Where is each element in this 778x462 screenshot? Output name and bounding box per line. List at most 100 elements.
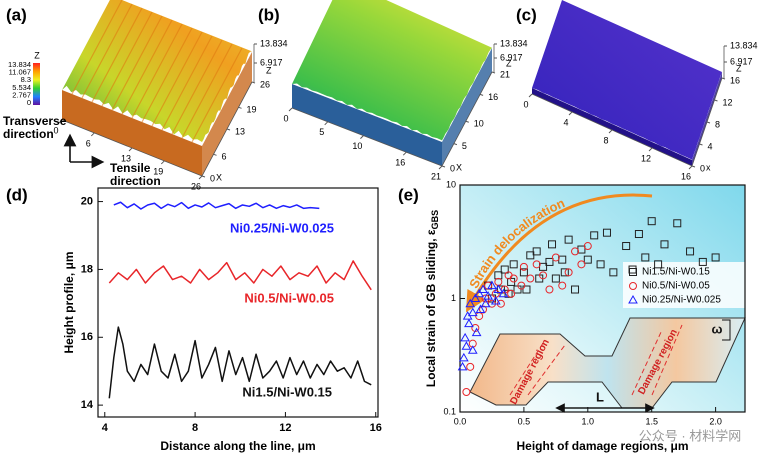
- x-tick-label: 26: [191, 181, 201, 191]
- data-line: [113, 201, 320, 210]
- marker-square: [634, 230, 643, 239]
- surface-ridge: [141, 27, 193, 123]
- marker-square: [519, 268, 528, 277]
- panel-e-decor: [460, 185, 747, 413]
- y-tick: [706, 121, 711, 124]
- panel-a-decor: [33, 63, 105, 169]
- marker-triangle: [464, 318, 474, 328]
- x-tick: [324, 121, 329, 126]
- y-tick-label: 26: [260, 79, 270, 89]
- z-tick-label: 13.834: [730, 40, 758, 50]
- marker-circle: [481, 294, 490, 303]
- y-tick-label: 21: [500, 69, 510, 79]
- y-tick-label: 16: [488, 92, 498, 102]
- marker-square: [545, 257, 554, 266]
- marker-circle: [558, 281, 567, 290]
- y-tick-label: 10: [474, 119, 484, 129]
- legend-square: [629, 268, 637, 276]
- surface-ridge: [81, 3, 133, 99]
- x-tick: [160, 160, 165, 165]
- x-axis-label: X: [216, 172, 222, 182]
- colorbar-label: 5.534: [12, 83, 31, 92]
- series-label: Ni1.5/Ni-W0.15: [242, 384, 332, 399]
- y-axis-label-main: Local strain of GB sliding, ε: [424, 229, 438, 387]
- y-tick: [714, 99, 718, 102]
- colorbar: [33, 63, 40, 105]
- surface-ridge: [171, 39, 223, 135]
- x-tick-label: 6: [86, 138, 91, 148]
- surface-ridge: [121, 19, 173, 115]
- x-tick-label: 4: [102, 422, 109, 434]
- z-axis-label: Z: [506, 59, 512, 69]
- marker-triangle: [478, 284, 488, 294]
- surface-side: [62, 90, 202, 176]
- direction-label: direction: [3, 127, 54, 141]
- x-tick-label: 12: [279, 422, 291, 434]
- x-tick: [438, 165, 443, 170]
- surface-side: [202, 52, 252, 176]
- marker-triangle: [467, 345, 478, 354]
- panel-label: (a): [6, 5, 27, 24]
- y-tick-label: 6: [222, 152, 227, 162]
- inset-label: ω: [712, 321, 723, 336]
- marker-triangle: [474, 288, 485, 298]
- x-axis-label: x: [706, 162, 711, 172]
- x-tick-label: 16: [370, 422, 382, 434]
- y-axis-label: Height profile, μm: [62, 251, 76, 353]
- marker-circle: [466, 362, 475, 371]
- direction-label: direction: [110, 174, 161, 188]
- y-tick: [465, 120, 469, 123]
- surface-side: [442, 48, 492, 166]
- marker-triangle: [487, 280, 497, 290]
- marker-square: [509, 260, 518, 269]
- marker-triangle: [490, 296, 501, 305]
- surface-top: [532, 0, 722, 160]
- y-tick-label: 18: [81, 263, 93, 275]
- marker-circle: [583, 242, 592, 251]
- legend-circle: [629, 282, 637, 290]
- y-tick-label: 0: [210, 173, 215, 183]
- x-tick: [528, 93, 533, 98]
- marker-triangle: [480, 298, 491, 308]
- x-tick: [58, 119, 63, 124]
- marker-square: [551, 274, 560, 283]
- x-tick: [568, 111, 573, 116]
- x-tick: [288, 107, 293, 112]
- marker-square: [660, 240, 669, 249]
- x-axis-label: X: [456, 162, 462, 172]
- marker-square: [711, 253, 720, 262]
- direction-label: Tensile: [110, 161, 151, 175]
- y-tick-label: 13: [235, 126, 245, 136]
- y-tick-label: 10: [446, 179, 456, 189]
- x-tick-label: 19: [153, 166, 163, 176]
- marker-circle: [462, 388, 471, 397]
- marker-triangle: [493, 284, 504, 294]
- marker-square: [698, 257, 707, 266]
- marker-square: [571, 285, 580, 294]
- y-tick: [226, 128, 231, 131]
- marker-square: [609, 268, 618, 277]
- y-tick-label: 5: [462, 141, 467, 151]
- x-tick-label: 10: [352, 141, 362, 151]
- y-tick-label: 19: [247, 105, 257, 115]
- marker-circle: [507, 289, 516, 298]
- x-tick: [360, 135, 364, 139]
- y-tick: [479, 93, 484, 96]
- marker-triangle: [460, 332, 470, 342]
- x-tick-label: 8: [192, 422, 198, 434]
- surface-ridge: [161, 35, 213, 131]
- legend-label: Ni1.5/Ni-W0.15: [642, 267, 710, 278]
- legend-triangle: [628, 294, 638, 304]
- colorbar-label: 13.834: [8, 60, 31, 69]
- marker-square: [590, 231, 599, 240]
- marker-square: [522, 285, 531, 294]
- watermark: 公众号 · 材料学网: [639, 428, 742, 443]
- y-tick: [213, 153, 217, 156]
- colorbar-label: 8.3: [21, 75, 31, 84]
- marker-triangle: [498, 288, 509, 298]
- surface-top: [292, 0, 492, 141]
- x-tick-label: 8: [603, 135, 608, 145]
- marker-square: [686, 247, 695, 256]
- damage-boundary: [509, 324, 683, 396]
